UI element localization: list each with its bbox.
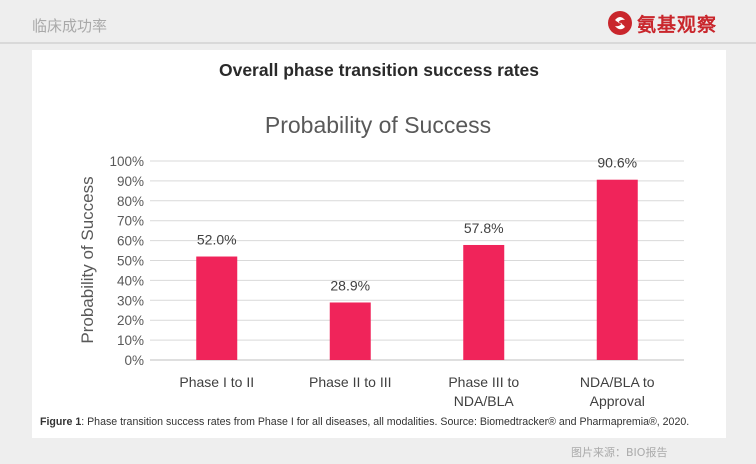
y-tick-label: 0% bbox=[124, 353, 144, 368]
header-divider bbox=[0, 42, 756, 44]
caption-text: : Phase transition success rates from Ph… bbox=[81, 416, 690, 428]
image-source-credit: 图片来源：BIO报告 bbox=[571, 446, 668, 459]
y-tick-label: 100% bbox=[109, 154, 144, 169]
figure-caption: Figure 1: Phase transition success rates… bbox=[40, 416, 724, 428]
bar bbox=[463, 244, 505, 360]
data-label: 28.9% bbox=[330, 277, 370, 293]
caption-prefix: Figure 1 bbox=[40, 416, 82, 428]
x-tick-label: Phase II to III bbox=[309, 374, 392, 390]
y-tick-label: 90% bbox=[117, 174, 144, 189]
x-tick-label: Approval bbox=[590, 393, 645, 409]
y-tick-label: 80% bbox=[117, 194, 144, 209]
y-tick-label: 10% bbox=[117, 333, 144, 348]
x-tick-label: NDA/BLA bbox=[454, 393, 515, 409]
logo-text: 氨基观察 bbox=[637, 13, 718, 36]
bar bbox=[329, 302, 371, 360]
figure-card: Overall phase transition success rates P… bbox=[32, 50, 726, 438]
y-tick-label: 40% bbox=[117, 273, 144, 288]
y-tick-label: 50% bbox=[117, 254, 144, 269]
bar bbox=[196, 256, 238, 360]
y-tick-label: 70% bbox=[117, 214, 144, 229]
data-label: 90.6% bbox=[597, 155, 637, 171]
data-label: 57.8% bbox=[464, 220, 504, 236]
y-tick-label: 60% bbox=[117, 234, 144, 249]
data-label: 52.0% bbox=[197, 232, 237, 248]
logo-mark-icon bbox=[608, 11, 632, 35]
x-tick-label: NDA/BLA to bbox=[580, 374, 655, 390]
y-tick-label: 30% bbox=[117, 293, 144, 308]
y-axis-label: Probability of Success bbox=[78, 176, 97, 343]
bar-chart: Probability of Success Probability of Su… bbox=[78, 112, 684, 409]
y-tick-label: 20% bbox=[117, 313, 144, 328]
bar bbox=[596, 179, 638, 360]
figure-heading: Overall phase transition success rates bbox=[218, 60, 540, 80]
x-tick-label: Phase I to II bbox=[179, 374, 254, 390]
brand-logo: 氨基观察 bbox=[607, 9, 717, 37]
x-tick-label: Phase III to bbox=[448, 374, 519, 390]
chart-title: Probability of Success bbox=[265, 112, 491, 138]
section-label: 临床成功率 bbox=[32, 17, 108, 35]
